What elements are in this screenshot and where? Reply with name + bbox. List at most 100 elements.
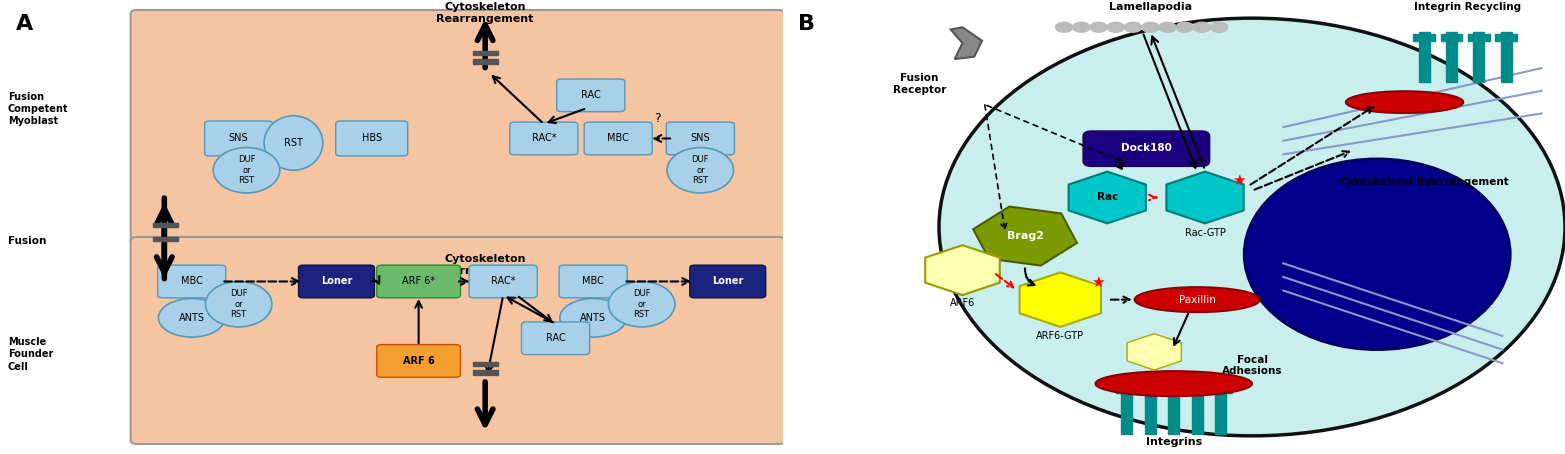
Bar	[1144, 388, 1155, 434]
Circle shape	[1142, 22, 1160, 32]
Text: RAC: RAC	[581, 90, 601, 100]
Text: RST: RST	[283, 138, 304, 148]
FancyBboxPatch shape	[130, 237, 786, 444]
Bar	[473, 59, 498, 64]
FancyBboxPatch shape	[690, 265, 765, 298]
Ellipse shape	[667, 148, 734, 193]
FancyBboxPatch shape	[377, 345, 460, 377]
Text: MBC: MBC	[182, 276, 202, 286]
Text: Fusion
Receptor: Fusion Receptor	[892, 73, 947, 95]
Bar	[1419, 32, 1430, 82]
Text: RAC*: RAC*	[491, 276, 515, 286]
Text: ARF 6: ARF 6	[402, 356, 435, 366]
Text: Rac-GTP: Rac-GTP	[1185, 228, 1225, 238]
Text: Cytoskeleton
Rearrangement: Cytoskeleton Rearrangement	[437, 2, 534, 24]
Ellipse shape	[1135, 287, 1260, 312]
Text: B: B	[798, 14, 815, 34]
Text: Lamellapodia: Lamellapodia	[1108, 2, 1193, 12]
Text: Cytoskeleton
Rearrangement: Cytoskeleton Rearrangement	[437, 254, 534, 276]
FancyBboxPatch shape	[1083, 132, 1210, 166]
Ellipse shape	[560, 299, 626, 337]
Text: SNS: SNS	[690, 133, 711, 143]
Text: Loner: Loner	[712, 276, 743, 286]
FancyBboxPatch shape	[299, 265, 374, 298]
Ellipse shape	[205, 281, 272, 327]
Ellipse shape	[609, 281, 675, 327]
Bar	[1167, 388, 1180, 434]
FancyBboxPatch shape	[158, 265, 225, 298]
Text: Integrin Recycling: Integrin Recycling	[1413, 2, 1521, 12]
Text: ?: ?	[654, 112, 660, 124]
Text: RAC*: RAC*	[532, 133, 556, 143]
Bar	[153, 223, 178, 227]
FancyBboxPatch shape	[335, 121, 407, 156]
Bar	[1474, 32, 1484, 82]
Text: ARF6-GTP: ARF6-GTP	[1036, 331, 1085, 341]
FancyBboxPatch shape	[557, 79, 624, 112]
FancyBboxPatch shape	[521, 322, 590, 355]
Bar	[1496, 34, 1518, 41]
Text: Focal
Adhesions: Focal Adhesions	[1222, 355, 1282, 376]
Ellipse shape	[1346, 91, 1463, 113]
Text: MBC: MBC	[582, 276, 604, 286]
FancyBboxPatch shape	[130, 10, 786, 244]
Text: DUF
or
RST: DUF or RST	[692, 155, 709, 185]
Ellipse shape	[158, 299, 225, 337]
Bar	[473, 51, 498, 55]
Text: ARF6: ARF6	[950, 298, 975, 308]
Bar	[1121, 388, 1131, 434]
Bar	[1193, 388, 1202, 434]
Text: Paxillin: Paxillin	[1178, 295, 1216, 305]
Text: SNS: SNS	[228, 133, 249, 143]
Bar	[473, 370, 498, 375]
Text: A: A	[16, 14, 33, 34]
Bar	[1468, 34, 1490, 41]
Ellipse shape	[264, 116, 322, 170]
FancyBboxPatch shape	[377, 265, 460, 298]
Ellipse shape	[1244, 159, 1510, 350]
Bar	[1116, 386, 1138, 393]
Ellipse shape	[213, 148, 280, 193]
Text: Dock180: Dock180	[1121, 143, 1172, 153]
Text: MBC: MBC	[607, 133, 629, 143]
Circle shape	[1194, 22, 1211, 32]
Text: Brag2: Brag2	[1006, 231, 1044, 241]
Bar	[1186, 386, 1208, 393]
Text: HBS: HBS	[362, 133, 382, 143]
Bar	[1413, 34, 1435, 41]
Text: Muscle
Founder
Cell: Muscle Founder Cell	[8, 337, 53, 371]
FancyBboxPatch shape	[667, 122, 734, 155]
Ellipse shape	[939, 18, 1565, 436]
Text: Cytoskeletal Rearrangement: Cytoskeletal Rearrangement	[1340, 177, 1509, 187]
Text: ★: ★	[1091, 275, 1105, 290]
Text: DUF
or
RST: DUF or RST	[238, 155, 255, 185]
Bar	[1440, 34, 1463, 41]
Ellipse shape	[1096, 371, 1252, 396]
Bar	[1216, 388, 1227, 434]
Text: Fusion
Competent
Myoblast: Fusion Competent Myoblast	[8, 92, 69, 126]
Bar	[1139, 386, 1161, 393]
Bar	[153, 237, 178, 241]
Text: ★: ★	[1232, 173, 1246, 188]
Text: Fusion: Fusion	[8, 236, 47, 246]
Text: Rac: Rac	[1097, 192, 1117, 202]
Bar	[1501, 32, 1512, 82]
FancyBboxPatch shape	[205, 121, 272, 156]
Bar	[1163, 386, 1185, 393]
FancyBboxPatch shape	[559, 265, 628, 298]
FancyBboxPatch shape	[584, 122, 653, 155]
Text: ANTS: ANTS	[178, 313, 205, 323]
Text: ARF 6*: ARF 6*	[402, 276, 435, 286]
Circle shape	[1211, 22, 1229, 32]
Circle shape	[1055, 22, 1074, 32]
Circle shape	[1158, 22, 1177, 32]
Text: DUF
or
RST: DUF or RST	[632, 289, 651, 319]
Circle shape	[1108, 22, 1125, 32]
FancyBboxPatch shape	[470, 265, 537, 298]
Polygon shape	[952, 27, 983, 59]
FancyBboxPatch shape	[510, 122, 577, 155]
Text: ANTS: ANTS	[581, 313, 606, 323]
Circle shape	[1177, 22, 1194, 32]
Bar	[1446, 32, 1457, 82]
Circle shape	[1089, 22, 1108, 32]
